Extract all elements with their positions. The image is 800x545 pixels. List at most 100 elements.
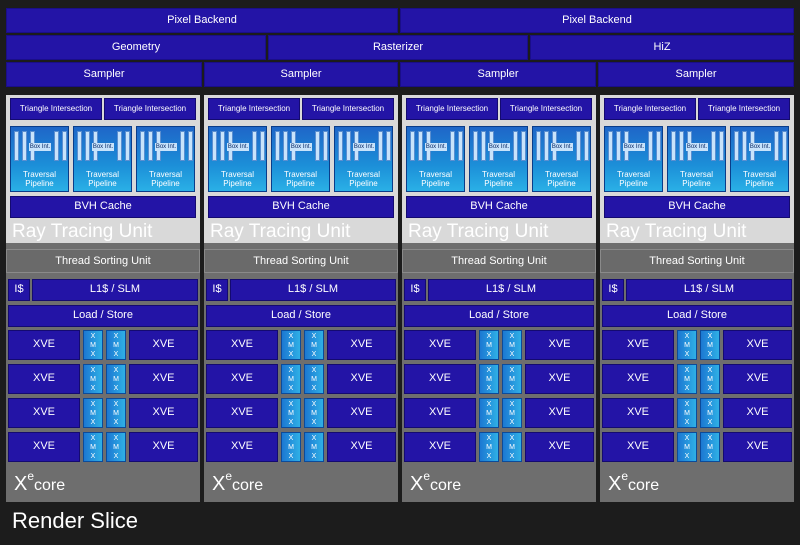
pixel-backend-2: Pixel Backend [400,8,794,33]
xmx-letter: X [113,434,119,442]
xve-unit: XVE [723,398,792,428]
xmx-letter: M [684,443,690,451]
xmx-letter: M [486,375,492,383]
triangle-intersection: Triangle Intersection [698,98,790,120]
xmx-letter: X [311,384,317,392]
xve-unit: XVE [404,364,476,394]
load-store-unit: Load / Store [602,305,792,327]
xve-unit: XVE [8,432,80,462]
xmx-letter: X [90,400,96,408]
xmx-letter: X [113,350,119,358]
xmx-letter: M [113,375,119,383]
xmx-letter: X [509,384,515,392]
xmx-letter: X [509,400,515,408]
xve-array: I$ L1$ / SLM Load / Store XVE X M X X M X XVE XVE X M… [600,277,794,502]
xve-unit: XVE [525,432,594,462]
box-intersection-bar [536,131,541,161]
xmx-letter: X [486,384,492,392]
traversal-pipeline: Box Int. Traversal Pipeline [136,126,195,192]
traversal-pipeline-label: Traversal Pipeline [283,170,318,188]
bvh-cache: BVH Cache [604,196,790,218]
thread-sorting-unit: Thread Sorting Unit [6,249,200,273]
xve-unit: XVE [723,432,792,462]
l1-cache-slm: L1$ / SLM [626,279,792,301]
box-int-label: Box Int. [488,143,510,151]
box-intersection-bar [521,131,526,161]
xmx-letter: X [90,384,96,392]
render-slice-frontend: Pixel Backend Pixel Backend Geometry Ras… [6,8,794,88]
traversal-pipeline-label: Traversal Pipeline [616,170,651,188]
triangle-intersection: Triangle Intersection [208,98,300,120]
xmx-letter: M [707,409,713,417]
xmx-letter: X [486,434,492,442]
box-int-label: Box Int. [353,143,375,151]
traversal-pipeline: Box Int. Traversal Pipeline [667,126,726,192]
xmx-letter: M [486,341,492,349]
box-intersection-bar [117,131,122,161]
ray-tracing-unit-label: Ray Tracing Unit [408,221,549,242]
instruction-cache: I$ [206,279,228,301]
box-intersection-bar [544,131,549,161]
box-intersection-bar [671,131,676,161]
traversal-pipeline-label: Traversal Pipeline [742,170,777,188]
xmx-letter: X [90,366,96,374]
l1-cache-slm: L1$ / SLM [32,279,198,301]
xve-unit: XVE [327,398,396,428]
xve-unit: XVE [525,364,594,394]
box-intersection-bar [473,131,478,161]
xmx-letter: X [509,366,515,374]
xmx-letter: X [509,452,515,460]
xve-unit: XVE [206,364,278,394]
traversal-pipeline: Box Int. Traversal Pipeline [208,126,267,192]
xe-core-label: Xecore [14,469,66,495]
traversal-pipeline-label: Traversal Pipeline [346,170,381,188]
traversal-pipeline: Box Int. Traversal Pipeline [532,126,591,192]
xe-core-label: Xecore [410,469,462,495]
xmx-letter: X [311,366,317,374]
xmx-letter: M [486,443,492,451]
box-int-label: Box Int. [749,143,771,151]
xve-array: I$ L1$ / SLM Load / Store XVE X M X X M X XVE XVE X M… [402,277,596,502]
xmx-letter: X [684,384,690,392]
xmx-letter: X [311,434,317,442]
xve-unit: XVE [8,364,80,394]
xve-array: I$ L1$ / SLM Load / Store XVE X M X X M X XVE XVE X M… [204,277,398,502]
xve-unit: XVE [327,330,396,360]
load-store-unit: Load / Store [206,305,396,327]
xmx-letter: X [288,400,294,408]
box-int-label: Box Int. [29,143,51,151]
ray-tracing-unit: Triangle Intersection Triangle Intersecti… [204,95,398,243]
box-intersection-bar [188,131,193,161]
xmx-letter: M [90,409,96,417]
xmx-letter: M [288,443,294,451]
traversal-pipeline-label: Traversal Pipeline [544,170,579,188]
box-intersection-bar [378,131,383,161]
xmx-letter: M [288,375,294,383]
traversal-pipeline: Box Int. Traversal Pipeline [334,126,393,192]
traversal-pipeline: Box Int. Traversal Pipeline [730,126,789,192]
xmx-letter: X [90,418,96,426]
box-intersection-bar [323,131,328,161]
xve-unit: XVE [206,432,278,462]
box-intersection-bar [576,131,581,161]
triangle-intersection: Triangle Intersection [104,98,196,120]
xmx-letter: X [90,350,96,358]
xmx-letter: X [707,332,713,340]
xmx-letter: M [684,341,690,349]
box-intersection-bar [774,131,779,161]
xve-unit: XVE [129,364,198,394]
xmx-letter: X [707,434,713,442]
box-int-label: Box Int. [290,143,312,151]
bvh-cache: BVH Cache [406,196,592,218]
box-int-label: Box Int. [92,143,114,151]
xve-unit: XVE [602,432,674,462]
box-int-label: Box Int. [551,143,573,151]
xmx-letter: X [288,434,294,442]
xmx-letter: X [707,366,713,374]
